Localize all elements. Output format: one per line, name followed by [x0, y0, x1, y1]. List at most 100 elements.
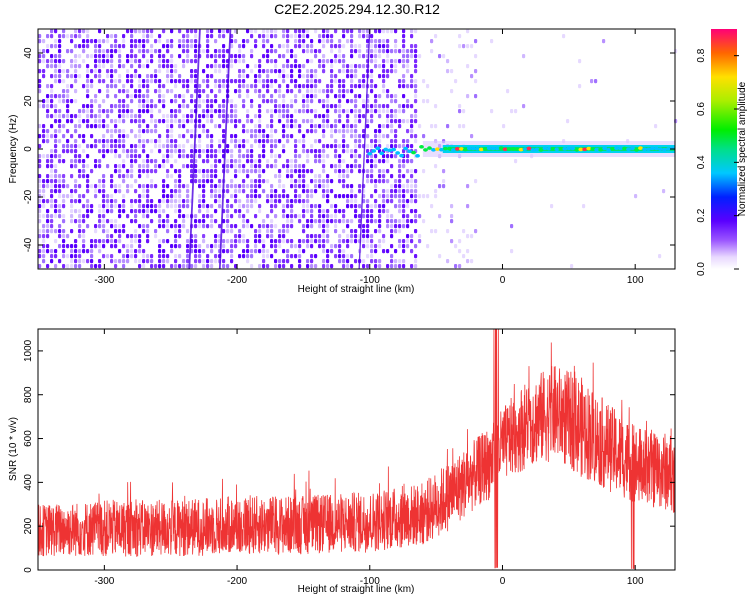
spectrogram-cell [158, 89, 162, 94]
spectrogram-cell [382, 74, 386, 79]
spectrogram-cell [362, 99, 366, 104]
spectrogram-cell [410, 144, 414, 149]
spectrogram-cell [186, 189, 190, 194]
spectrogram-cell [74, 114, 78, 119]
spectrogram-cell [134, 119, 138, 124]
spectrogram-cell [214, 164, 218, 169]
spectrogram-cell [270, 219, 274, 224]
spectrogram-cell [50, 149, 54, 154]
spectrogram-cell [234, 189, 238, 194]
spectrogram-cell [42, 239, 46, 244]
spectrogram-cell [134, 214, 138, 219]
spectrogram-cell [202, 124, 206, 129]
spectrogram-cell [238, 69, 242, 74]
spectrogram-cell [306, 34, 310, 39]
spectrogram-cell [74, 34, 78, 39]
signal-blob [642, 147, 647, 152]
spectrogram-cell [62, 254, 66, 259]
spectrogram-cell [186, 29, 190, 34]
spectrogram-cell [346, 259, 350, 264]
spectrogram-cell [170, 249, 174, 254]
spectrogram-cell [70, 164, 74, 169]
spectrogram-cell [310, 89, 314, 94]
spectrogram-cell [206, 169, 210, 174]
spectrogram-cell [46, 199, 50, 204]
spectrogram-cell [66, 49, 70, 54]
spectrogram-cell [386, 144, 390, 149]
spectrogram-cell [146, 169, 150, 174]
spectrogram-cell [414, 209, 418, 214]
spectrogram-cell [350, 134, 354, 139]
spectrogram-cell [162, 104, 166, 109]
spectrogram-cell [46, 44, 50, 49]
spectrogram-cell [158, 59, 162, 64]
spectrogram-cell [186, 54, 190, 59]
spectrogram-cell [410, 34, 414, 39]
spectrogram-cell [262, 249, 266, 254]
spectrogram-cell [346, 149, 350, 154]
spectrogram-cell [90, 204, 94, 209]
spectrogram-cell [362, 29, 366, 34]
spectrogram-cell [386, 264, 390, 269]
spectrogram-cell [310, 49, 314, 54]
spectrogram-cell [162, 59, 166, 64]
spectrogram-cell [102, 174, 106, 179]
spectrogram-cell [350, 34, 354, 39]
spectrogram-cell [194, 249, 198, 254]
spectrogram-cell [414, 199, 418, 204]
spectrogram-cell [374, 199, 378, 204]
colorbar-tick-label: 0.8 [696, 48, 707, 62]
spectrogram-cell [74, 244, 78, 249]
spectrogram-cell [346, 224, 350, 229]
spectrogram-cell [366, 224, 370, 229]
spectrogram-cell [474, 69, 478, 74]
spectrogram-cell [246, 219, 250, 224]
spectrogram-cell [294, 199, 298, 204]
spectrogram-cell [182, 149, 186, 154]
spectrogram-cell [326, 39, 330, 44]
spectrogram-cell [86, 39, 90, 44]
spectrogram-cell [302, 64, 306, 69]
spectrogram-cell [354, 229, 358, 234]
spectrogram-cell [290, 64, 294, 69]
spectrogram-cell [50, 179, 54, 184]
signal-blob [431, 148, 436, 152]
spectrogram-cell [158, 84, 162, 89]
spectrogram-cell [282, 34, 286, 39]
spectrogram-cell [230, 259, 234, 264]
spectrogram-cell [42, 104, 46, 109]
spectrogram-cell [230, 99, 234, 104]
spectrogram-cell [174, 234, 178, 239]
spectrogram-cell [250, 99, 254, 104]
spectrogram-cell [306, 154, 310, 159]
spectrogram-cell [98, 114, 102, 119]
spectrogram-cell [154, 164, 158, 169]
spectrogram-cell [98, 209, 102, 214]
spectrogram-cell [254, 134, 258, 139]
spectrogram-cell [398, 144, 402, 149]
spectrogram-cell [254, 239, 258, 244]
spectrogram-cell [298, 214, 302, 219]
spectrogram-cell [98, 164, 102, 169]
spectrogram-cell [174, 94, 178, 99]
spectrogram-cell [266, 134, 270, 139]
spectrogram-cell [230, 54, 234, 59]
spectrogram-cell [238, 119, 242, 124]
spectrogram-cell [138, 144, 142, 149]
spectrogram-cell [194, 44, 198, 49]
spectrogram-cell [262, 79, 266, 84]
spectrogram-cell [298, 124, 302, 129]
spectrogram-cell [66, 99, 70, 104]
spectrogram-cell [238, 164, 242, 169]
spectrogram-cell [90, 99, 94, 104]
spectrogram-cell [370, 214, 374, 219]
spectrogram-cell [46, 84, 50, 89]
spectrogram-cell [186, 104, 190, 109]
spectrogram-cell [310, 204, 314, 209]
spectrogram-cell [206, 174, 210, 179]
spectrogram-cell [322, 89, 326, 94]
spectrogram-cell [410, 249, 414, 254]
y-tick-label: 40 [23, 47, 34, 59]
spectrogram-cell [250, 119, 254, 124]
spectrogram-cell [338, 104, 342, 109]
